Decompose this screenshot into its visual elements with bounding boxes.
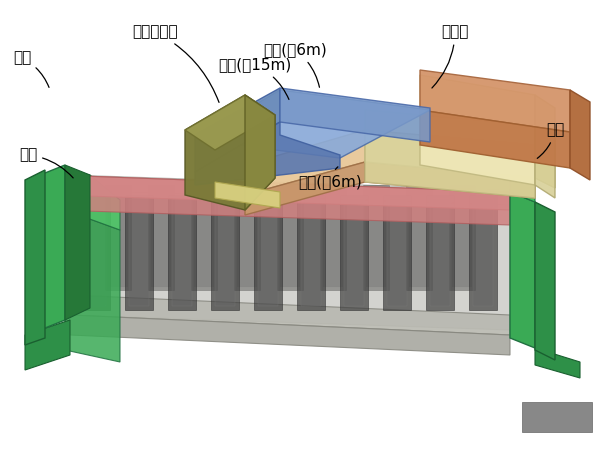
- Polygon shape: [82, 195, 110, 310]
- Polygon shape: [363, 185, 389, 290]
- Polygon shape: [383, 195, 411, 310]
- Polygon shape: [452, 188, 472, 287]
- Polygon shape: [65, 170, 120, 230]
- Polygon shape: [522, 402, 592, 432]
- Polygon shape: [70, 175, 510, 205]
- Polygon shape: [510, 175, 535, 202]
- Polygon shape: [280, 188, 300, 287]
- Polygon shape: [535, 125, 555, 188]
- Polygon shape: [387, 199, 407, 306]
- Polygon shape: [365, 110, 535, 178]
- Polygon shape: [195, 122, 340, 185]
- Polygon shape: [25, 170, 45, 345]
- Polygon shape: [320, 185, 346, 290]
- Polygon shape: [191, 185, 217, 290]
- Polygon shape: [420, 110, 570, 168]
- Polygon shape: [129, 199, 149, 306]
- Polygon shape: [55, 175, 510, 225]
- Polygon shape: [185, 95, 275, 210]
- Polygon shape: [194, 188, 214, 287]
- Text: 帽梁: 帽梁: [19, 148, 73, 178]
- Polygon shape: [323, 188, 343, 287]
- Polygon shape: [535, 348, 580, 378]
- Polygon shape: [406, 185, 432, 290]
- Text: 顶板(厚6m): 顶板(厚6m): [298, 167, 362, 189]
- Polygon shape: [86, 199, 106, 306]
- Text: 底板(厚6m): 底板(厚6m): [263, 42, 327, 87]
- Polygon shape: [473, 199, 493, 306]
- Text: 填芯(厚15m): 填芯(厚15m): [218, 58, 292, 99]
- Polygon shape: [535, 95, 555, 198]
- Polygon shape: [168, 195, 196, 310]
- Polygon shape: [426, 195, 454, 310]
- Polygon shape: [151, 188, 171, 287]
- Polygon shape: [65, 210, 120, 362]
- Polygon shape: [70, 295, 510, 335]
- Polygon shape: [535, 202, 555, 360]
- Polygon shape: [344, 199, 364, 306]
- Polygon shape: [234, 185, 260, 290]
- Polygon shape: [195, 90, 430, 158]
- Polygon shape: [55, 175, 510, 210]
- Polygon shape: [258, 199, 278, 306]
- Polygon shape: [245, 162, 365, 215]
- Polygon shape: [254, 195, 282, 310]
- Polygon shape: [105, 185, 131, 290]
- Polygon shape: [365, 162, 535, 198]
- Polygon shape: [70, 315, 510, 355]
- Polygon shape: [245, 95, 275, 210]
- Polygon shape: [340, 195, 368, 310]
- Polygon shape: [237, 188, 257, 287]
- Polygon shape: [301, 199, 321, 306]
- Polygon shape: [409, 188, 429, 287]
- Polygon shape: [172, 199, 192, 306]
- Text: 连墙: 连墙: [13, 50, 49, 87]
- Polygon shape: [211, 195, 239, 310]
- Polygon shape: [215, 199, 235, 306]
- Polygon shape: [277, 185, 303, 290]
- Polygon shape: [108, 188, 128, 287]
- Polygon shape: [70, 190, 510, 330]
- Polygon shape: [510, 192, 535, 348]
- Text: 前锚室: 前锚室: [432, 24, 469, 88]
- Polygon shape: [65, 165, 90, 320]
- Polygon shape: [430, 199, 450, 306]
- Polygon shape: [25, 320, 70, 370]
- Polygon shape: [195, 88, 280, 172]
- Polygon shape: [297, 195, 325, 310]
- Text: 散索鞍支墩: 散索鞍支墩: [132, 24, 219, 103]
- Polygon shape: [215, 182, 280, 208]
- Polygon shape: [280, 88, 430, 142]
- Polygon shape: [469, 195, 497, 310]
- Polygon shape: [449, 185, 475, 290]
- Polygon shape: [40, 165, 65, 330]
- Polygon shape: [366, 188, 386, 287]
- Polygon shape: [420, 70, 570, 132]
- Polygon shape: [148, 185, 174, 290]
- Polygon shape: [40, 170, 70, 220]
- Polygon shape: [365, 110, 535, 198]
- Polygon shape: [245, 130, 535, 195]
- Polygon shape: [185, 95, 275, 150]
- Polygon shape: [570, 90, 590, 180]
- Polygon shape: [125, 195, 153, 310]
- Text: 内衬: 内衬: [537, 122, 564, 158]
- Polygon shape: [420, 75, 535, 185]
